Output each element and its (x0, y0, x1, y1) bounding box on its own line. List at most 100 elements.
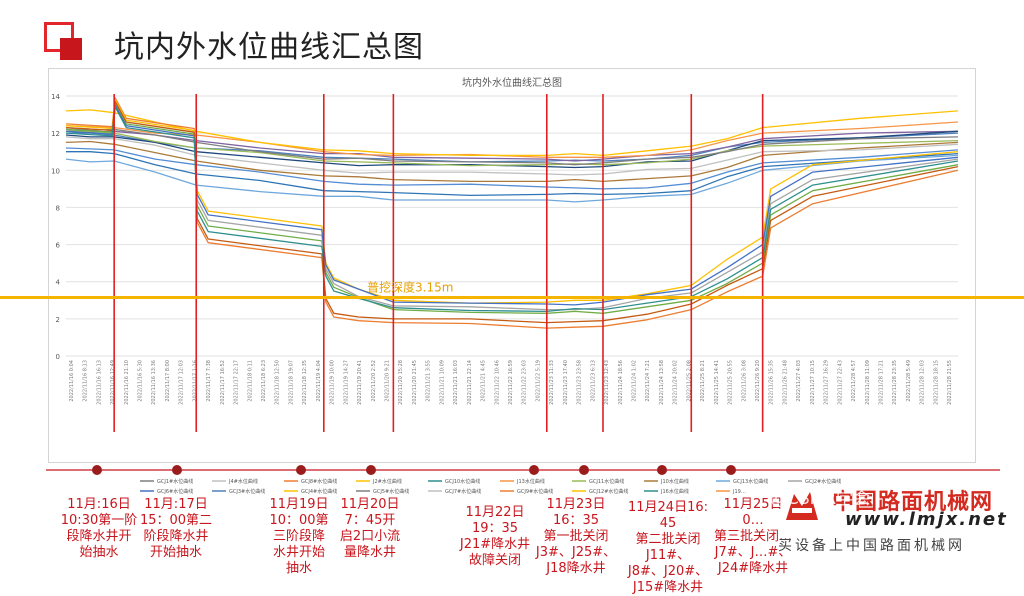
x-tick-label: 2022/11/17 12:03 (179, 360, 185, 405)
legend-label: GCJ9#水位曲线 (517, 488, 553, 495)
event-annotation-3: 11月19日 10：00第 三阶段降 水井开始 抽水 (269, 497, 329, 576)
x-tick-label: 2022/11/22 16:59 (508, 360, 514, 405)
event-annotation-7: 11月24日16: 45 第二批关闭J11#、 J8#、J20#、 J15#降水… (627, 500, 709, 595)
x-tick-label: 2022/11/18 6:23 (261, 360, 267, 402)
legend-label: J16水位曲线 (660, 488, 689, 495)
x-tick-label: 2022/11/23 23:58 (577, 360, 583, 405)
x-tick-label: 2022/11/17 22:17 (234, 360, 240, 405)
series-line-3 (65, 121, 959, 158)
x-tick-label: 2022/11/16 12:49 (110, 360, 116, 405)
x-tick-label: 2022/11/21 16:03 (453, 360, 459, 405)
legend-label: GCJ7#水位曲线 (445, 488, 481, 495)
timeline-dot-4 (366, 465, 376, 475)
event-annotation-8: 11月25日 0… 第三批关闭… J7#、J…#、 J24#降水井 (713, 497, 792, 576)
x-tick-label: 2022/11/16 21:10 (124, 360, 130, 405)
x-tick-label: 2022/11/20 21:45 (412, 360, 418, 405)
x-tick-label: 2022/11/26 9:20 (755, 360, 761, 402)
x-tick-label: 2022/11/16 13:36 (151, 360, 157, 405)
x-tick-label: 2022/11/19 10:00 (330, 360, 336, 405)
x-tick-label: 2022/11/23 11:33 (549, 360, 555, 405)
x-tick-label: 2022/11/28 4:57 (851, 360, 857, 402)
timeline-dot-2 (172, 465, 182, 475)
x-tick-label: 2022/11/22 5:19 (535, 360, 541, 402)
x-tick-label: 2022/11/17 8:00 (165, 360, 171, 402)
x-tick-label: 2022/11/22 10:46 (494, 360, 500, 405)
x-tick-label: 2022/11/24 13:58 (659, 360, 665, 405)
x-tick-label: 2022/11/21 3:55 (426, 360, 432, 402)
series-line-9 (65, 140, 959, 183)
water-level-chart: 坑内外水位曲线汇总图 0 2 4 6 8 10 12 14 2022/11/16 0:04 2022… (0, 76, 1024, 495)
x-tick-label: 2022/11/21 4:45 (481, 360, 487, 402)
x-tick-label: 2022/11/18 12:35 (302, 360, 308, 405)
series-line-12 (65, 154, 959, 203)
x-tick-label: 2022/11/25 2:08 (686, 360, 692, 402)
x-tick-label: 2022/11/17 16:52 (220, 360, 226, 405)
legend-label: J19… (732, 489, 746, 495)
brand-logo-icon (786, 492, 818, 520)
event-annotation-2: 11月:17日 15：00第二 阶段降水井 开始抽水 (139, 497, 213, 560)
legend-label: GCJ8#水位曲线 (301, 478, 337, 485)
series-line-7 (65, 126, 959, 166)
x-tick-label: 2022/11/16 0:04 (69, 360, 75, 402)
event-annotation-1: 11月:16日 10:30第一阶 段降水井开 始抽水 (60, 497, 138, 560)
watermark-subtitle: 买设备上中国路面机械网 (778, 538, 965, 554)
x-tick-label: 2022/11/28 12:03 (920, 360, 926, 405)
series-line-1 (66, 132, 959, 163)
x-tick-label: 2022/11/16 8:13 (83, 360, 89, 402)
legend-label: GCJ2#水位曲线 (805, 478, 841, 485)
x-tick-label: 2022/11/24 1:02 (632, 360, 638, 402)
legend-label: GCJ1#水位曲线 (157, 478, 193, 485)
legend-label: GCJ13水位曲线 (733, 478, 768, 485)
legend-label: GCJ5#水位曲线 (373, 488, 409, 495)
x-tick-label: 2022/11/26 15:35 (769, 360, 775, 405)
x-tick-label: 2022/11/18 19:07 (288, 360, 294, 405)
x-tick-label: 2022/11/27 10:15 (810, 360, 816, 405)
x-tick-label: 2022/11/17 1:16 (192, 360, 198, 402)
chart-frame (48, 68, 976, 463)
legend-label: GCJ12#水位曲线 (589, 488, 628, 495)
timeline-dot-7 (657, 465, 667, 475)
x-tick-label: 2022/11/27 16:29 (824, 360, 830, 405)
y-tick-label: 0 (56, 353, 60, 361)
x-tick-label: 2022/11/28 5:49 (906, 360, 912, 402)
x-tick-label: 2022/11/27 4:03 (796, 360, 802, 402)
legend-label: GCJ3#水位曲线 (229, 488, 265, 495)
watermark-overlay: @CSMR学会 (770, 489, 871, 509)
timeline-dot-3 (296, 465, 306, 475)
watermark-url: www.lmjx.net (845, 509, 1008, 530)
series-line-8 (65, 147, 959, 190)
timeline-dot-1 (92, 465, 102, 475)
y-tick-label: 14 (51, 93, 60, 101)
legend-label: J2#水位曲线 (372, 478, 402, 485)
event-annotation-4: 11月20日 7：45开 启2口小流 量降水井 (339, 497, 401, 560)
x-tick-label: 2022/11/25 8:21 (700, 360, 706, 402)
x-tick-label: 2022/11/23 6:13 (590, 360, 596, 402)
x-tick-label: 2022/11/24 18:56 (618, 360, 624, 405)
chart-title: 坑内外水位曲线汇总图 (462, 76, 562, 89)
x-tick-label: 2022/11/23 17:40 (563, 360, 569, 405)
legend-label: GCJ6#水位曲线 (157, 488, 193, 495)
x-tick-label: 2022/11/26 3:08 (741, 360, 747, 402)
x-tick-label: 2022/11/27 22:43 (837, 360, 843, 405)
x-tick-label: 2022/11/28 23:35 (892, 360, 898, 405)
logo-square-outline (44, 22, 74, 52)
watermark-site-name: 中国路面机械网 (832, 490, 994, 515)
x-tick-label: 2022/11/21 22:14 (467, 360, 473, 405)
x-tick-label: 2022/11/22 23:03 (522, 360, 528, 405)
y-tick-label: 6 (56, 242, 61, 250)
x-tick-label: 2022/11/24 7:21 (645, 360, 651, 402)
x-tick-label: 2022/11/25 14:41 (714, 360, 720, 405)
logo-square-filled (60, 38, 82, 60)
timeline-dot-6 (579, 465, 589, 475)
x-tick-label: 2022/11/28 17:21 (879, 360, 885, 405)
depth-line-label: 普挖深度3.15m (367, 280, 453, 295)
y-tick-label: 12 (51, 130, 60, 138)
legend-label: GCJ4#水位曲线 (301, 488, 337, 495)
x-tick-label: 2022/11/19 20:41 (357, 360, 363, 405)
x-tick-label: 2022/11/20 9:21 (384, 360, 390, 402)
event-annotation-6: 11月23日 16：35 第一批关闭 J3#、J25#、 J18降水井 (535, 497, 617, 576)
series-line-11 (66, 151, 959, 197)
legend-label: GCJ11水位曲线 (589, 478, 624, 485)
x-tick-label: 2022/11/20 2:52 (371, 360, 377, 402)
series-line-6 (66, 130, 959, 167)
